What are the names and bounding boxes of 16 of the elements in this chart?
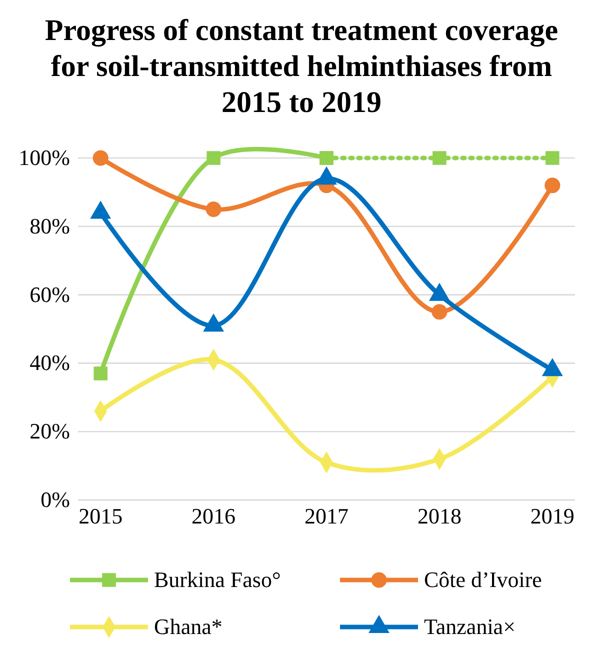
- y-tick-label: 100%: [18, 145, 70, 170]
- legend-label: Ghana*: [154, 614, 222, 639]
- y-tick-label: 20%: [30, 418, 70, 444]
- y-tick-label: 80%: [30, 213, 70, 238]
- chart-title: Progress of constant treatment coverage for soil-transmitted helminthiases from 2015 to 2019: [44, 14, 558, 119]
- y-tick-label: 0%: [40, 487, 70, 512]
- y-tick-label: 40%: [30, 350, 70, 376]
- legend-label: Burkina Faso°: [154, 567, 281, 592]
- x-tick-label: 2019: [530, 504, 574, 529]
- legend-label: Tanzania×: [424, 614, 516, 639]
- x-tick-label: 2018: [417, 504, 462, 529]
- x-tick-label: 2016: [192, 504, 236, 529]
- x-tick-label: 2015: [78, 504, 123, 529]
- y-tick-label: 60%: [30, 282, 70, 307]
- legend-label: Côte d’Ivoire: [424, 567, 542, 592]
- x-tick-label: 2017: [304, 504, 348, 529]
